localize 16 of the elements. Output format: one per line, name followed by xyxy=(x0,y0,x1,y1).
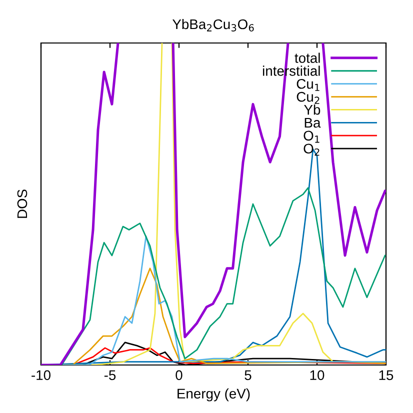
x-tick-label: 0 xyxy=(176,370,182,380)
legend-label: Yb xyxy=(304,104,320,115)
chart-title: YbBa$_{2}$Cu$_{3}$O$_{6}$ xyxy=(172,18,254,32)
x-tick-label: 10 xyxy=(310,370,324,380)
y-axis-title: DOS xyxy=(17,190,28,218)
x-axis-title: Energy (eV) xyxy=(178,388,250,402)
legend-label: O$_{1}$ xyxy=(304,130,320,143)
x-tick-label: 5 xyxy=(244,370,252,380)
legend-label: total xyxy=(294,52,320,63)
x-tick-label: -5 xyxy=(104,370,116,380)
legend-label: O$_{2}$ xyxy=(304,144,320,156)
legend-label: Ba xyxy=(304,118,321,128)
legend-label: Cu$_{1}$ xyxy=(296,78,320,91)
legend-label: Cu$_{2}$ xyxy=(296,92,320,104)
x-tick-label: -10 xyxy=(32,370,50,380)
x-tick-label: 15 xyxy=(379,370,394,380)
